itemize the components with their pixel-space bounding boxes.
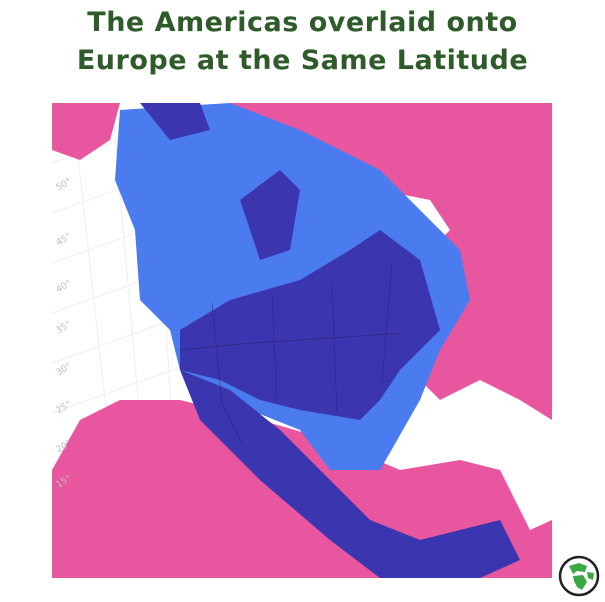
- navy-greenland: [140, 103, 210, 140]
- navy-overlap-core: [180, 230, 440, 420]
- pink-landmass-eurasia: [230, 103, 552, 420]
- pink-landmass-northwest: [52, 103, 120, 160]
- navy-scandinavia: [240, 170, 300, 260]
- page-title: The Americas overlaid onto Europe at the…: [0, 4, 605, 80]
- title-line-1: The Americas overlaid onto: [87, 7, 518, 38]
- border-lines: [179, 262, 403, 444]
- overlay-map: [52, 103, 552, 578]
- title-line-2: Europe at the Same Latitude: [76, 45, 529, 76]
- navy-mexico: [180, 370, 520, 578]
- globe-icon: [558, 555, 600, 597]
